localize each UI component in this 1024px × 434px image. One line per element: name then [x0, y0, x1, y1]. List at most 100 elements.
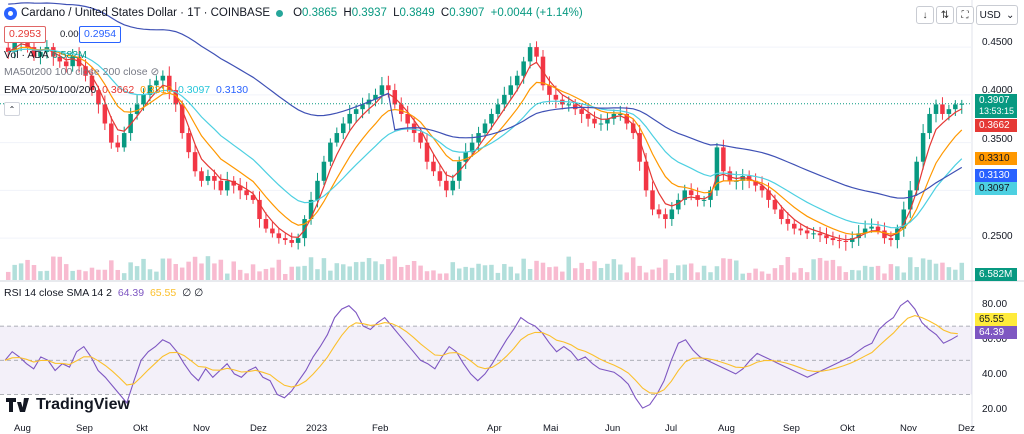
- symbol-title[interactable]: Cardano / United States Dollar · 1T · CO…: [21, 7, 271, 19]
- volume-bar: [811, 259, 816, 280]
- candle: [502, 94, 507, 105]
- volume-bar: [792, 272, 797, 280]
- candle: [585, 113, 591, 119]
- volume-bar: [824, 260, 829, 280]
- date-tick: Dez: [958, 423, 975, 434]
- arrow-down-icon[interactable]: ↓: [916, 6, 934, 24]
- candle: [463, 152, 468, 162]
- volume-bar: [231, 261, 236, 280]
- candle: [688, 190, 694, 196]
- date-tick: Aug: [718, 423, 735, 434]
- eye-off-icon: ⊘: [150, 66, 160, 78]
- candle: [263, 219, 269, 229]
- candle: [682, 190, 687, 200]
- volume-bar: [373, 261, 378, 280]
- candle: [167, 75, 172, 91]
- candle: [141, 94, 146, 105]
- candle: [669, 209, 675, 220]
- volume-tag: 6.582M: [975, 268, 1017, 281]
- date-tick: Feb: [372, 423, 389, 434]
- ma-legend[interactable]: MA50t200 100 close 200 close ⊘: [4, 66, 160, 78]
- volume-bar: [366, 258, 372, 280]
- candle: [276, 233, 282, 239]
- candle: [83, 66, 88, 76]
- candle: [398, 104, 404, 114]
- candle: [392, 90, 398, 105]
- volume-bar: [502, 264, 507, 280]
- volume-bar: [12, 264, 17, 280]
- date-tick: Dez: [250, 423, 267, 434]
- date-tick: Jul: [665, 423, 678, 434]
- rsi-sma-line: [4, 315, 958, 394]
- candle: [186, 133, 191, 153]
- currency-selector[interactable]: USD ⌄: [976, 5, 1018, 25]
- volume-bar: [469, 267, 475, 280]
- spread-value: 0.0001: [60, 29, 90, 40]
- candle: [199, 171, 204, 181]
- volume-bar: [289, 266, 294, 280]
- candle: [134, 104, 140, 114]
- sell-price-box[interactable]: 0.2953: [4, 26, 47, 43]
- candle: [386, 85, 391, 91]
- volume-bar: [553, 266, 559, 280]
- volume-bar: [740, 273, 745, 280]
- candle: [740, 176, 745, 181]
- rsi-tick: 40.00: [982, 369, 1008, 380]
- ema200-line: [8, 2, 963, 199]
- candle: [489, 113, 494, 124]
- candle: [643, 161, 649, 191]
- fullscreen-icon[interactable]: ⛶: [956, 6, 974, 24]
- candle: [315, 180, 320, 200]
- volume-bar: [160, 258, 166, 280]
- swap-icon[interactable]: ⇅: [936, 6, 954, 24]
- market-status-icon: [276, 9, 284, 17]
- candle: [792, 223, 797, 229]
- candle: [334, 133, 340, 143]
- volume-bar: [656, 267, 662, 280]
- candle: [283, 238, 288, 241]
- candle: [237, 185, 243, 191]
- volume-bar: [560, 271, 565, 280]
- candle: [572, 104, 578, 110]
- volume-bar: [701, 265, 707, 280]
- volume-bar: [585, 269, 591, 280]
- volume-bar: [154, 271, 159, 280]
- volume-bar: [579, 262, 584, 280]
- volume-bar: [405, 264, 410, 280]
- volume-bar: [669, 273, 675, 280]
- volume-bar: [70, 270, 75, 280]
- volume-bar: [173, 264, 178, 280]
- ema200-tag: 0.3130: [975, 169, 1017, 182]
- ema-legend[interactable]: EMA 20/50/100/200 0.3662 0.3310 0.3097 0…: [4, 84, 249, 96]
- volume-bar: [766, 273, 771, 280]
- volume-bar: [25, 259, 30, 280]
- rsi-legend[interactable]: RSI 14 close SMA 14 2 64.39 65.55 ∅ ∅: [4, 287, 204, 299]
- candle: [888, 238, 894, 241]
- volume-bar: [379, 264, 385, 280]
- volume-bar: [946, 267, 952, 280]
- volume-bar: [5, 271, 11, 280]
- candle: [270, 228, 275, 234]
- volume-bar: [398, 266, 404, 280]
- volume-bar: [456, 268, 462, 280]
- candle: [373, 94, 378, 100]
- candle: [959, 103, 965, 105]
- volume-legend[interactable]: Vol · ADA 6.582M: [4, 49, 87, 61]
- volume-bar: [566, 256, 572, 280]
- tradingview-logo[interactable]: TradingView: [6, 396, 130, 414]
- buy-price-box[interactable]: 0.2954: [79, 26, 122, 43]
- candle: [160, 75, 166, 81]
- collapse-legend-icon[interactable]: ⌃: [4, 102, 20, 116]
- price-change: +0.0044 (+1.14%): [490, 7, 583, 19]
- volume-bar: [547, 267, 552, 280]
- volume-bar: [759, 271, 765, 280]
- candle: [553, 94, 559, 100]
- candle: [5, 47, 11, 52]
- date-tick: Sep: [76, 423, 93, 434]
- candle: [231, 180, 236, 186]
- candle: [830, 238, 836, 241]
- volume-bar: [302, 265, 307, 280]
- candle: [527, 47, 533, 62]
- chevron-down-icon: ⌄: [1005, 9, 1015, 21]
